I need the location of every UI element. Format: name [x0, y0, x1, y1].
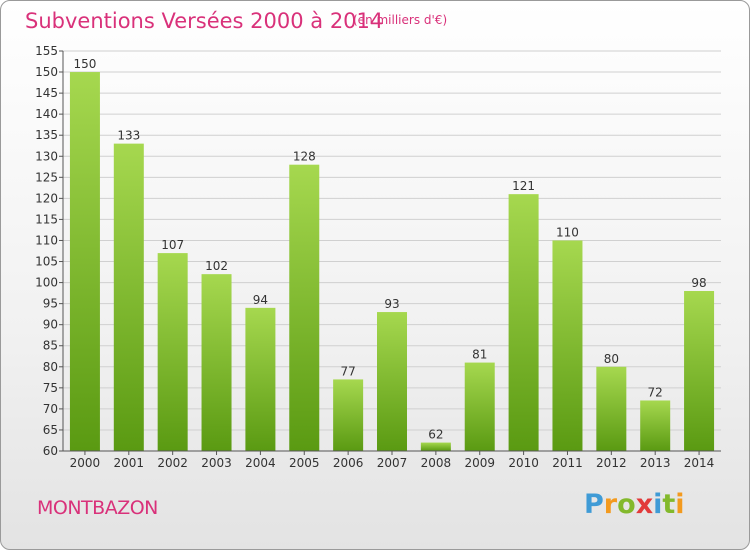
y-tick-label: 100 — [35, 276, 58, 290]
x-axis: 2000 2001 2002 2003 2004 2005 2006 2007 2008 2009… — [70, 451, 715, 470]
y-tick-label: 140 — [35, 107, 58, 121]
x-tick-label: 2003 — [201, 456, 232, 470]
x-tick-label: 2013 — [640, 456, 671, 470]
chart-title: Subventions Versées 2000 à 2014 — [25, 9, 384, 33]
bar — [552, 240, 583, 451]
y-tick-label: 120 — [35, 191, 58, 205]
axis-lines — [62, 51, 721, 452]
y-tick-label: 130 — [35, 149, 58, 163]
y-tick-label: 110 — [35, 233, 58, 247]
data-label: 128 — [293, 150, 316, 164]
data-label: 80 — [604, 352, 619, 366]
data-label: 121 — [512, 179, 535, 193]
logo-letter: o — [617, 489, 636, 520]
y-axis: 60 65 70 75 80 85 90 95 100 105 110 115 120 125 130 135… — [35, 44, 63, 458]
bar — [508, 194, 539, 451]
y-tick-label: 135 — [35, 128, 58, 142]
commune-name: MONTBAZON — [37, 497, 158, 519]
bar — [377, 312, 407, 451]
data-label: 93 — [384, 297, 399, 311]
y-tick-label: 85 — [43, 339, 58, 353]
bar — [201, 274, 232, 451]
data-label: 77 — [340, 364, 355, 378]
x-tick-label: 2010 — [508, 456, 539, 470]
bar — [157, 253, 188, 451]
data-label: 107 — [161, 238, 184, 252]
data-label: 110 — [556, 225, 579, 239]
bar — [289, 164, 320, 451]
y-tick-label: 150 — [35, 65, 58, 79]
bar — [640, 400, 671, 451]
y-tick-label: 125 — [35, 170, 58, 184]
x-tick-label: 2012 — [596, 456, 627, 470]
data-label: 94 — [253, 293, 268, 307]
bar — [69, 72, 100, 451]
bar — [464, 362, 495, 451]
bar — [333, 379, 364, 451]
y-tick-label: 80 — [43, 360, 58, 374]
data-label: 133 — [117, 129, 140, 143]
x-tick-label: 2014 — [684, 456, 715, 470]
x-tick-label: 2011 — [552, 456, 583, 470]
bar — [245, 307, 276, 451]
y-tick-label: 65 — [43, 423, 58, 437]
x-tick-label: 2000 — [70, 456, 101, 470]
bar — [113, 143, 144, 451]
bar — [420, 442, 451, 451]
data-label: 81 — [472, 348, 487, 362]
y-tick-label: 145 — [35, 86, 58, 100]
y-tick-label: 155 — [35, 44, 58, 58]
logo-letter: i — [653, 489, 663, 520]
bar — [596, 366, 627, 451]
logo-letter: P — [584, 489, 604, 520]
y-tick-label: 105 — [35, 255, 58, 269]
bars — [69, 72, 715, 451]
data-label: 98 — [691, 276, 706, 290]
chart-subtitle: (en milliers d'€) — [353, 13, 448, 27]
y-tick-label: 70 — [43, 402, 58, 416]
x-tick-label: 2006 — [333, 456, 364, 470]
x-tick-label: 2009 — [464, 456, 495, 470]
logo-letter: x — [635, 489, 654, 520]
logo-letter: t — [662, 489, 676, 520]
x-tick-label: 2005 — [289, 456, 320, 470]
y-tick-label: 60 — [43, 444, 58, 458]
data-label: 72 — [648, 385, 663, 399]
bar — [684, 291, 715, 451]
data-label: 102 — [205, 259, 228, 273]
logo-letter: i — [675, 489, 685, 520]
logo-letter: r — [603, 489, 618, 520]
x-tick-label: 2001 — [114, 456, 145, 470]
x-tick-label: 2007 — [377, 456, 408, 470]
proxiti-logo: Proxiti — [584, 489, 685, 520]
y-tick-label: 115 — [35, 212, 58, 226]
data-label: 150 — [73, 57, 96, 71]
data-label: 62 — [428, 428, 443, 442]
x-tick-label: 2004 — [245, 456, 276, 470]
data-labels: 150 133 107 102 94 128 77 93 62 81 121 110 80 72 98 — [73, 57, 706, 442]
x-tick-label: 2008 — [421, 456, 452, 470]
y-tick-label: 95 — [43, 297, 58, 311]
y-tick-label: 75 — [43, 381, 58, 395]
x-tick-label: 2002 — [157, 456, 188, 470]
y-tick-label: 90 — [43, 318, 58, 332]
